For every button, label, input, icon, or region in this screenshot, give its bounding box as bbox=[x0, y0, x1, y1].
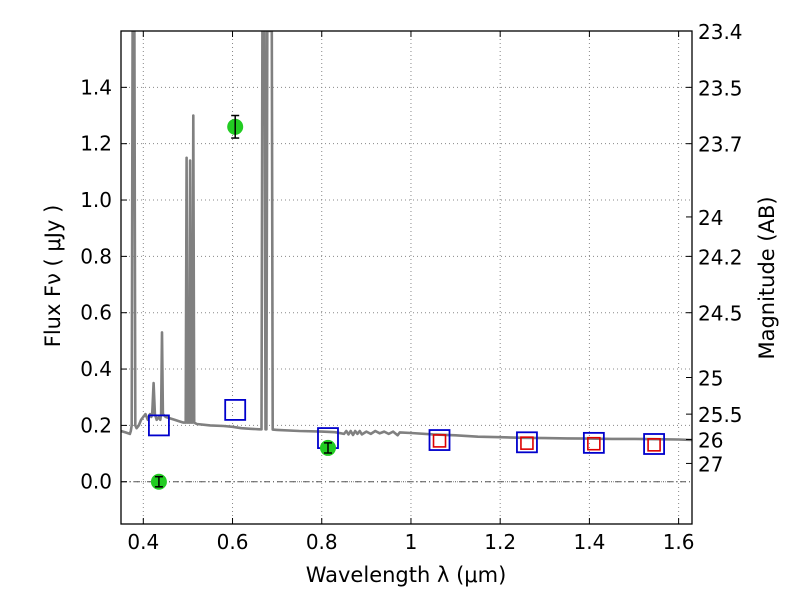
x-tick-label: 1.4 bbox=[573, 530, 605, 554]
plot-series bbox=[121, 31, 692, 490]
model-photometry-square-blue bbox=[148, 414, 170, 437]
y-tick-label: 1.4 bbox=[80, 75, 112, 99]
model-photometry-square-blue bbox=[428, 429, 451, 451]
magnitude-tick-label: 27 bbox=[698, 452, 723, 476]
model-photometry-square-blue bbox=[582, 431, 605, 454]
magnitude-tick-label: 23.7 bbox=[698, 133, 743, 157]
y-tick-label: 0.6 bbox=[80, 301, 112, 325]
model-photometry-square-red bbox=[587, 436, 601, 451]
x-tick-label: 1.6 bbox=[663, 530, 695, 554]
model-photometry-square-red bbox=[432, 434, 447, 448]
y-tick-label: 0.8 bbox=[80, 244, 112, 268]
magnitude-tick-label: 23.5 bbox=[698, 76, 743, 100]
model-photometry-square-red bbox=[520, 436, 534, 450]
model-photometry-square-blue bbox=[643, 433, 665, 455]
y-axis-label-right: Magnitude (AB) bbox=[755, 196, 779, 359]
magnitude-tick-label: 24.2 bbox=[698, 245, 743, 269]
x-tick-label: 1.2 bbox=[484, 530, 516, 554]
model-photometry-square-blue bbox=[516, 431, 538, 454]
x-tick-label: 0.8 bbox=[306, 530, 338, 554]
y-axis-label-left: Flux Fν ( μJy ) bbox=[41, 205, 65, 348]
magnitude-tick-label: 23.4 bbox=[698, 20, 743, 44]
axis-ticks: 0.4 0.6 0.8 1 1.2 1.4 1.6 0.0 0.2 0.4 0.6 0.8 1.0 1.2… bbox=[80, 20, 742, 554]
y-tick-label: 0.4 bbox=[80, 357, 112, 381]
x-tick-label: 0.4 bbox=[127, 530, 159, 554]
model-photometry-square-blue bbox=[224, 399, 247, 421]
plot-area bbox=[121, 31, 692, 490]
model-spectrum-line bbox=[121, 31, 692, 442]
magnitude-tick-label: 25.5 bbox=[698, 403, 743, 427]
x-tick-label: 1 bbox=[405, 530, 418, 554]
plot-frame bbox=[120, 30, 693, 525]
y-tick-label: 1.2 bbox=[80, 132, 112, 156]
magnitude-tick-label: 24 bbox=[698, 206, 723, 230]
y-tick-label: 0.2 bbox=[80, 413, 112, 437]
x-tick-label: 0.6 bbox=[217, 530, 249, 554]
y-tick-label: 1.0 bbox=[80, 188, 112, 212]
magnitude-tick-label: 24.5 bbox=[698, 302, 743, 326]
x-axis-label: Wavelength λ (μm) bbox=[306, 563, 507, 587]
magnitude-tick-label: 26 bbox=[698, 428, 723, 452]
model-photometry-square-red bbox=[647, 438, 661, 452]
magnitude-tick-label: 25 bbox=[698, 367, 723, 391]
y-tick-label: 0.0 bbox=[80, 470, 112, 494]
